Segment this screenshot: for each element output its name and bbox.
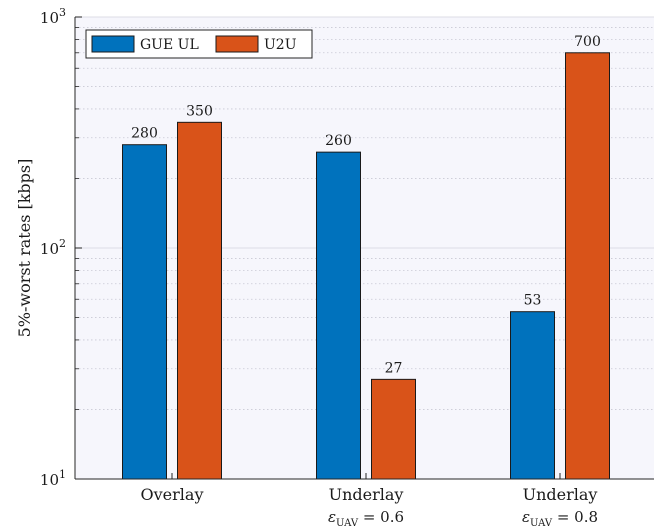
x-category-sublabel: εUAV = 0.6 <box>328 508 404 529</box>
y-tick-label: 101 <box>40 468 66 489</box>
data-labels-group: 280 260 53 350 27 700 <box>131 34 601 377</box>
legend-swatch <box>215 35 259 53</box>
x-category-sublabel: εUAV = 0.8 <box>522 508 598 529</box>
y-axis-label: 5%-worst rates [kbps] <box>15 159 34 338</box>
y-ticks-group: 101 102 103 <box>40 6 82 489</box>
bar-gue-ul-1 <box>316 151 361 480</box>
legend: GUE UL U2U <box>85 29 313 59</box>
bar-u2u-2 <box>565 52 610 480</box>
data-label: 280 <box>131 126 158 142</box>
legend-swatch <box>91 35 135 53</box>
y-tick-label: 102 <box>40 237 66 258</box>
bar-u2u-0 <box>177 121 222 480</box>
bar-gue-ul-0 <box>122 144 167 480</box>
x-category-label: Underlay <box>523 485 598 504</box>
data-label: 260 <box>325 133 352 149</box>
data-label: 700 <box>574 34 601 50</box>
legend-label: U2U <box>264 37 297 53</box>
data-label: 350 <box>186 103 213 119</box>
legend-label: GUE UL <box>140 37 199 53</box>
bar-gue-ul-2 <box>510 311 555 480</box>
x-category-label: Overlay <box>141 485 204 504</box>
x-categories-group: Overlay Underlay εUAV = 0.6 Underlay εUAV = … <box>141 473 598 529</box>
bars-group <box>122 52 610 480</box>
data-label: 53 <box>524 293 542 309</box>
bar-u2u-1 <box>371 378 416 480</box>
data-label: 27 <box>385 360 403 376</box>
x-category-label: Underlay <box>329 485 404 504</box>
y-tick-label: 103 <box>40 6 66 27</box>
